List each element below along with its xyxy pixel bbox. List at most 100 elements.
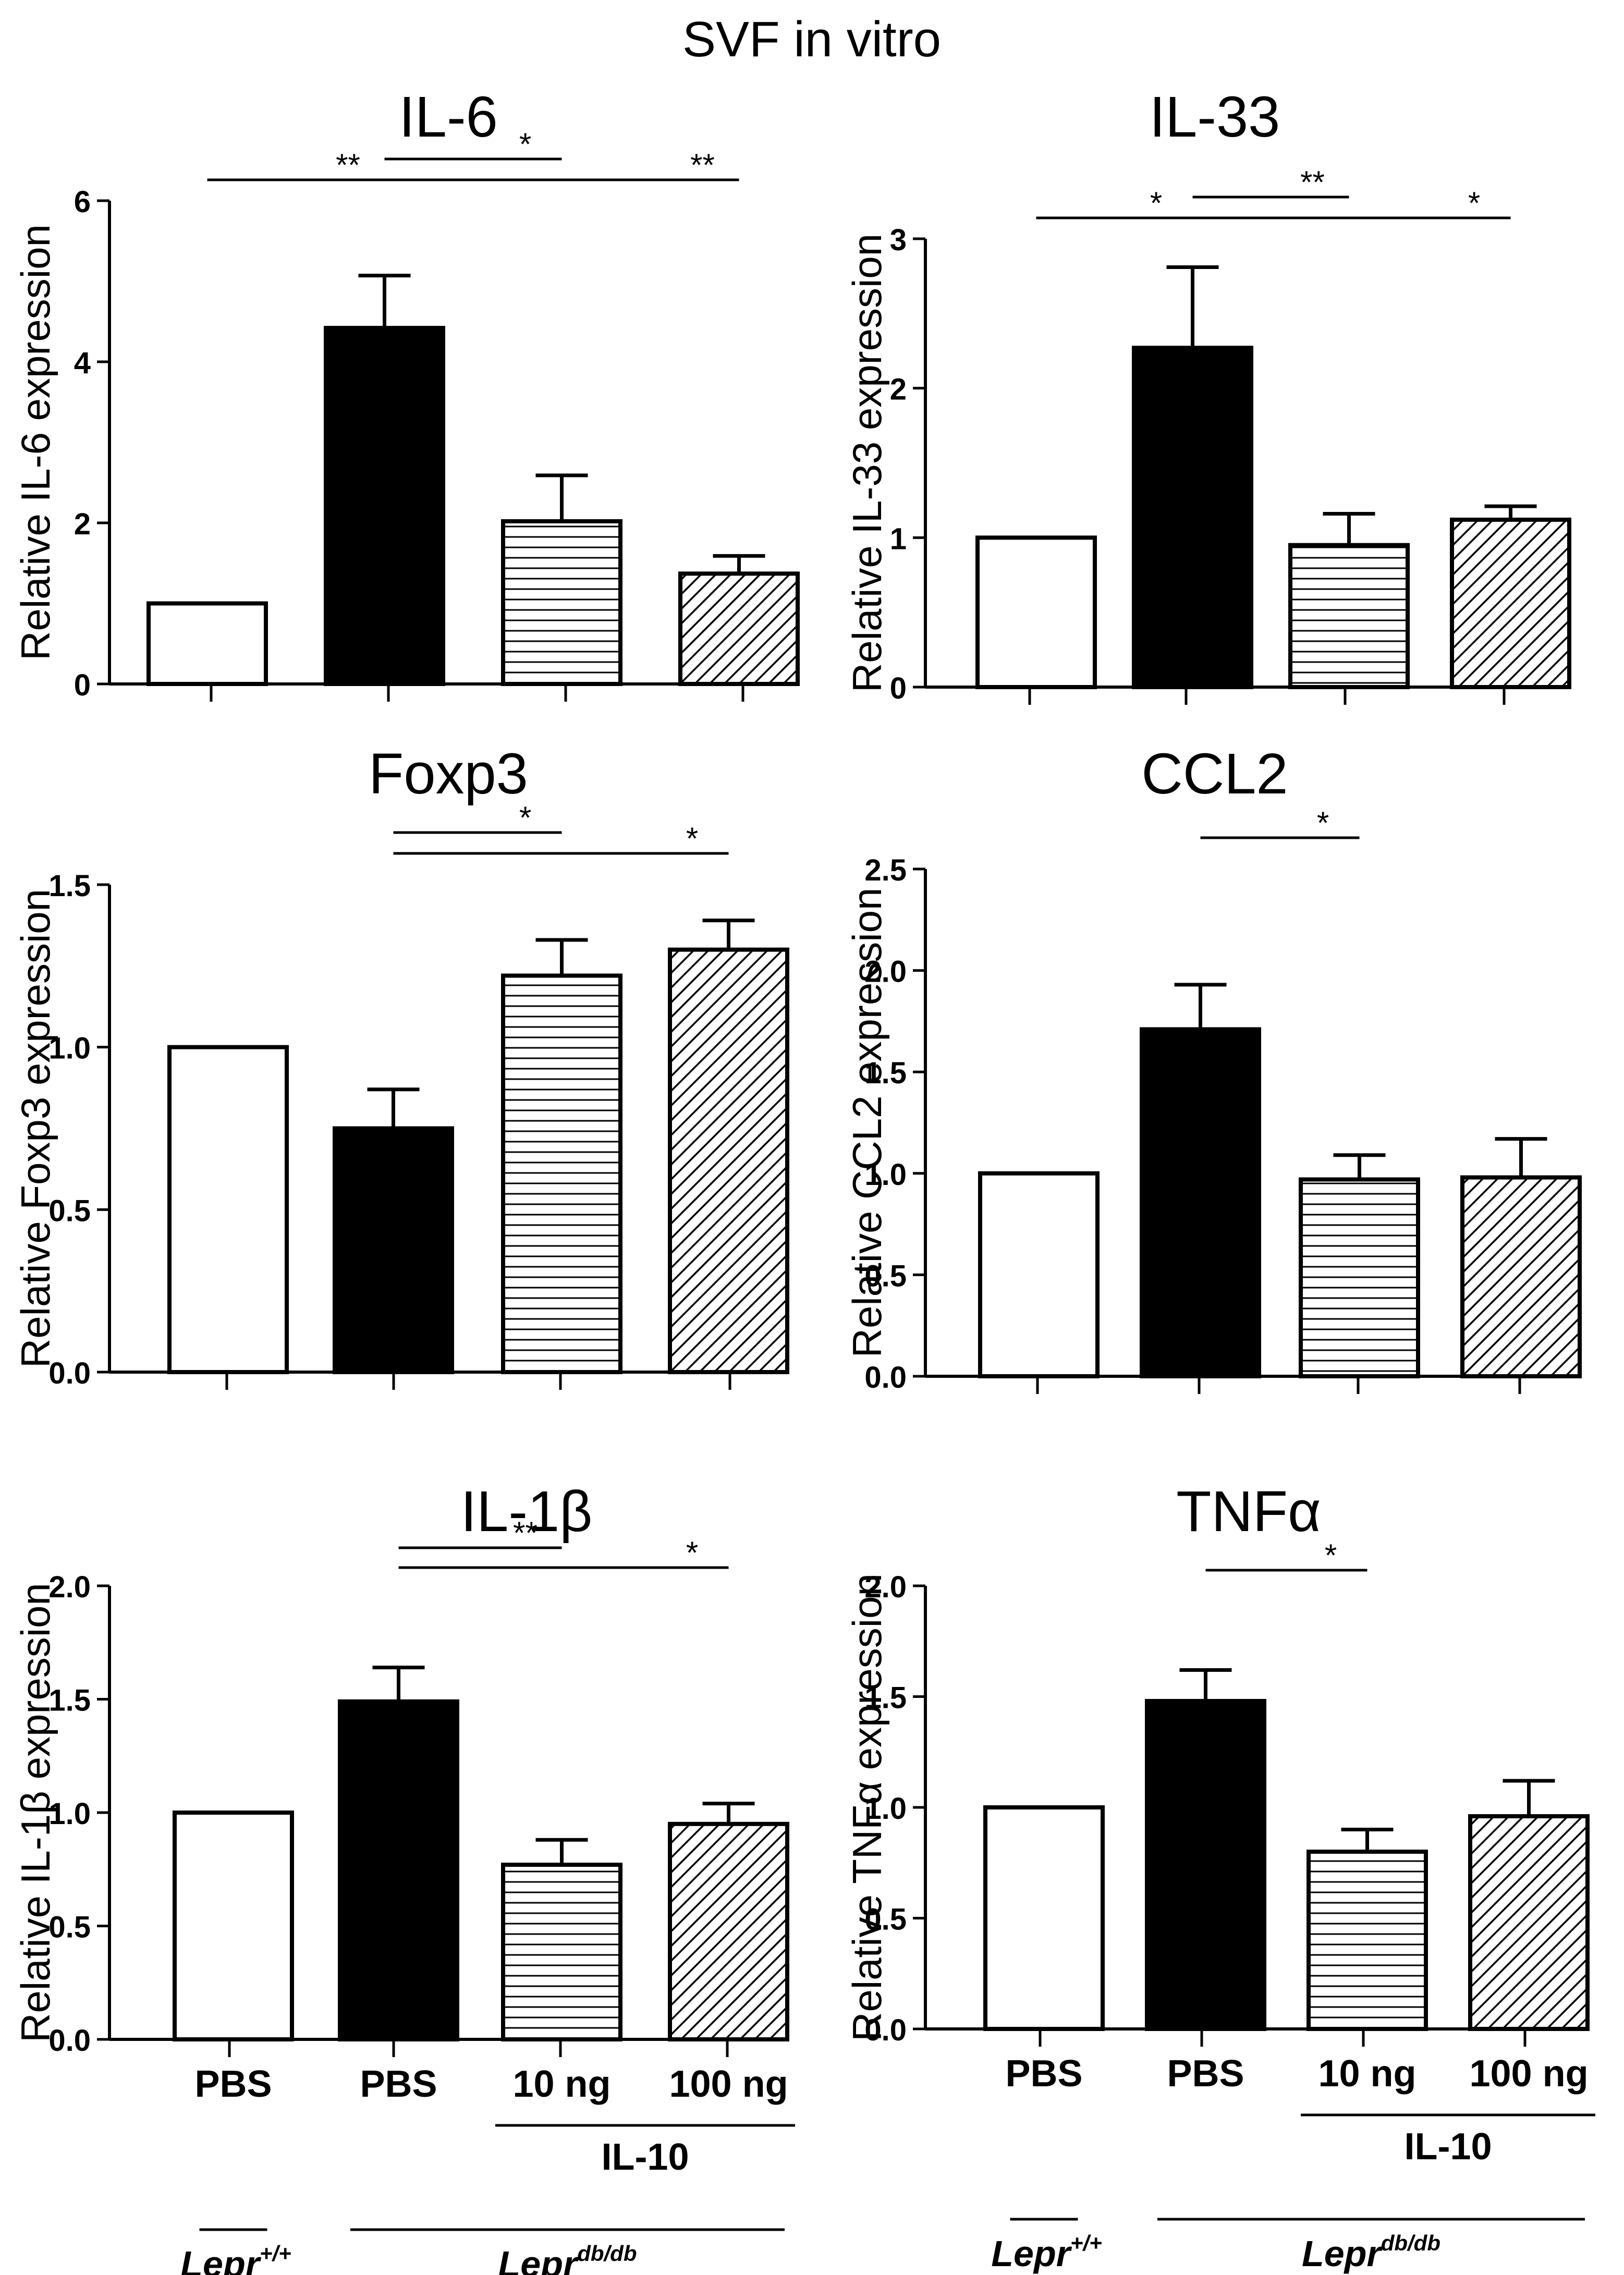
y-axis-label: Relative CCL2 expression [844,888,890,1358]
significance-label: * [1325,1538,1337,1573]
significance-label: * [1468,186,1480,221]
control-genotype-sup: +/+ [260,2241,291,2266]
significance-label: * [1150,186,1162,221]
category-label: PBS [1167,2053,1244,2095]
db-genotype-label: Leprdb/db [498,2241,637,2275]
y-tick-label: 1.5 [48,869,91,903]
bar-100ng-3 [678,571,800,686]
y-tick-label: 0 [890,671,907,705]
category-label: 10 ng [512,2063,610,2105]
y-tick-label: 1.5 [864,1056,907,1090]
category-label: 100 ng [1469,2053,1588,2095]
bar-100ng-3 [668,1821,789,2041]
category-label: PBS [194,2063,272,2105]
significance-label: ** [513,1515,538,1550]
y-tick-label: 0.5 [864,1903,907,1937]
y-tick-label: 6 [74,185,91,219]
y-axis-label: Relative IL-6 expression [13,224,58,661]
chart-title: CCL2 [1141,742,1288,806]
bar-100ng-3 [668,947,789,1374]
chart-title: IL-33 [1150,85,1280,149]
bar-pbs-1 [1132,346,1253,689]
bar-10ng-2 [1299,1177,1420,1379]
significance-label: * [519,127,531,162]
y-tick-label: 1 [890,522,907,556]
bar-pbs-1 [338,1699,459,2042]
bar-pbs-0 [173,1811,294,2041]
y-tick-label: 2.0 [864,1570,907,1604]
significance-label: ** [336,148,360,182]
y-tick-label: 4 [74,346,91,380]
y-tick-label: 2.0 [864,955,907,989]
category-label: PBS [1005,2053,1082,2095]
y-tick-label: 3 [890,223,907,257]
il10-label: IL-10 [601,2136,689,2178]
y-axis-label: Relative TNFα expression [844,1573,890,2041]
y-tick-label: 0.5 [48,1911,91,1944]
y-tick-label: 2.5 [864,853,907,887]
significance-label: ** [1300,165,1325,200]
y-tick-label: 0.5 [864,1259,907,1293]
significance-label: * [686,821,698,856]
y-tick-label: 0.5 [48,1194,91,1228]
y-axis-label: Relative IL-1β expression [13,1583,58,2042]
bar-pbs-0 [975,535,1097,690]
figure-title: SVF in vitro [682,11,941,67]
y-tick-label: 1.5 [48,1684,91,1718]
db-genotype-name: Lepr [498,2244,579,2275]
y-tick-label: 2 [890,373,907,407]
db-genotype-sup: db/db [1381,2231,1440,2255]
bar-10ng-2 [501,519,622,686]
bar-pbs-1 [324,326,445,686]
chart-title: IL-1β [461,1479,593,1544]
bar-10ng-2 [501,1863,622,2042]
il10-label: IL-10 [1404,2126,1492,2168]
y-tick-label: 1.0 [864,1792,907,1826]
y-tick-label: 1.5 [864,1681,907,1715]
y-tick-label: 1.0 [864,1158,907,1192]
bar-100ng-3 [1460,1175,1582,1378]
category-label: 100 ng [669,2063,788,2105]
control-genotype-name: Lepr [991,2233,1072,2274]
y-tick-label: 1.0 [48,1032,91,1066]
bar-100ng-3 [1468,1814,1590,2031]
db-genotype-sup: db/db [577,2241,637,2266]
y-tick-label: 0.0 [864,2013,907,2047]
significance-label: * [519,800,531,835]
bar-10ng-2 [1288,543,1410,689]
control-genotype-sup: +/+ [1070,2231,1102,2255]
y-tick-label: 0.0 [864,1361,907,1395]
y-tick-label: 1.0 [48,1797,91,1831]
bar-pbs-1 [333,1126,454,1374]
y-axis-label: Relative IL-33 expression [844,234,890,692]
bar-pbs-1 [1145,1699,1266,2031]
y-tick-label: 0.0 [48,2024,91,2058]
bar-10ng-2 [501,973,622,1374]
db-genotype-label: Leprdb/db [1302,2231,1440,2274]
significance-label: ** [690,148,715,182]
y-tick-label: 2 [74,507,91,541]
chart-title: TNFα [1176,1479,1321,1544]
bar-10ng-2 [1306,1850,1428,2031]
chart-title: Foxp3 [369,742,528,806]
db-genotype-name: Lepr [1302,2233,1383,2274]
y-tick-label: 0 [74,668,91,702]
control-genotype-label: Lepr+/+ [991,2231,1102,2274]
control-genotype-name: Lepr [180,2244,261,2275]
y-axis-label: Relative Foxp3 expression [13,889,58,1368]
bar-pbs-0 [978,1171,1100,1379]
bar-pbs-1 [1140,1027,1261,1378]
category-label: PBS [360,2063,437,2105]
bar-pbs-0 [146,601,268,686]
significance-label: * [686,1535,698,1570]
